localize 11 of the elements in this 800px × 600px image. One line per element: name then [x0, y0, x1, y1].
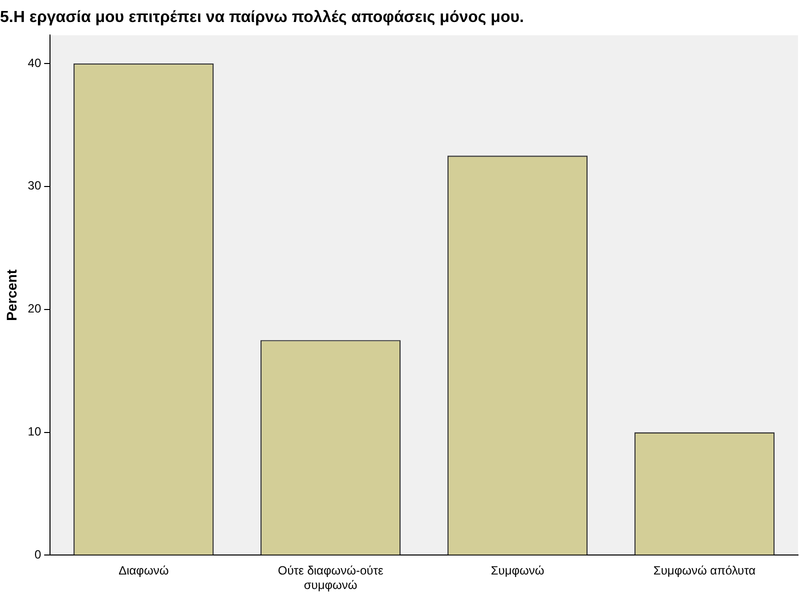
- x-tick-label: Ούτε διαφωνώ-ούτε συμφωνώ: [278, 564, 384, 592]
- chart-title: 5.Η εργασία μου επιτρέπει να παίρνω πολλές αποφάσεις μόνος μου.: [0, 9, 524, 26]
- y-tick-label: 20: [28, 302, 42, 316]
- x-tick-label: Συμφωνώ απόλυτα: [653, 564, 756, 578]
- y-tick-label: 30: [28, 178, 42, 193]
- y-tick-label: 40: [28, 56, 42, 70]
- y-axis-title: Percent: [3, 269, 20, 321]
- y-tick-label: 10: [28, 424, 42, 439]
- y-tick-label: 0: [34, 548, 42, 562]
- x-tick-label: Συμφωνώ: [490, 564, 544, 578]
- x-tick-label: Διαφωνώ: [118, 564, 169, 578]
